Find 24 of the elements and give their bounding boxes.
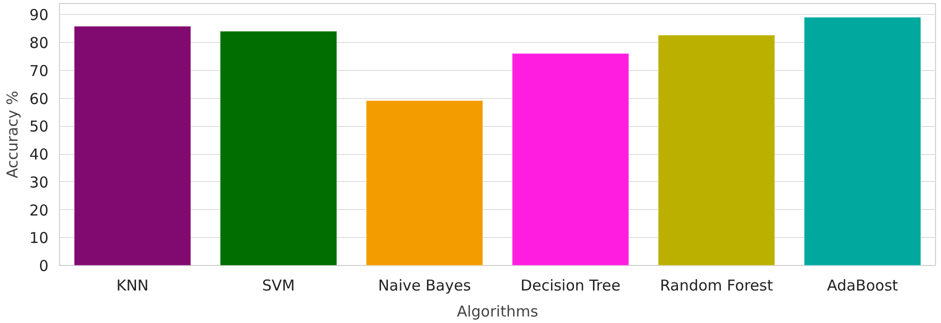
y-tick-label: 30 <box>29 173 49 192</box>
x-axis-title: Algorithms <box>456 302 538 320</box>
bar <box>74 26 192 266</box>
y-tick-label: 80 <box>29 34 49 52</box>
y-tick-label: 60 <box>29 90 49 108</box>
y-tick-label: 10 <box>29 229 49 248</box>
bar <box>658 34 776 266</box>
bar <box>366 100 484 266</box>
y-tick-label: 20 <box>29 201 49 220</box>
x-tick-label: Random Forest <box>660 276 774 294</box>
y-tick-label: 90 <box>29 6 49 24</box>
bar <box>220 30 338 266</box>
x-tick-label: Decision Tree <box>520 276 620 294</box>
y-axis-title: Accuracy % <box>3 90 22 178</box>
y-tick-label: 70 <box>29 62 49 80</box>
y-tick-label: 40 <box>29 146 49 164</box>
y-tick-label: 50 <box>29 118 49 136</box>
y-tick-label: 0 <box>38 257 49 275</box>
bar <box>804 16 922 266</box>
x-tick-label: SVM <box>262 276 295 294</box>
x-tick-label: AdaBoost <box>826 276 898 294</box>
bar <box>512 52 630 266</box>
x-tick-label: Naive Bayes <box>378 276 472 294</box>
x-tick-label: KNN <box>116 276 149 294</box>
